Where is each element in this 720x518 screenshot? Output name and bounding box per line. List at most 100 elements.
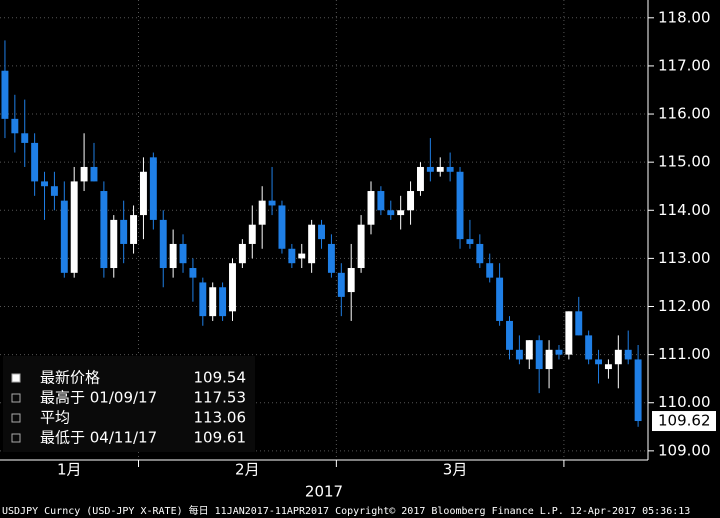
candle-body — [377, 191, 385, 211]
candle-body — [634, 359, 642, 422]
candle-body — [209, 287, 217, 317]
candle-body — [476, 243, 484, 264]
candle-body — [288, 248, 296, 264]
candle-body — [545, 349, 553, 370]
candle-body — [308, 224, 316, 264]
candle-body — [11, 118, 19, 134]
candle-body — [229, 263, 236, 312]
legend-label: 最低于 04/11/17 — [40, 429, 157, 447]
candle-body — [604, 364, 612, 370]
candle-body — [110, 219, 118, 269]
candle-body — [31, 142, 39, 182]
candle-body — [585, 335, 593, 360]
candle-body — [159, 219, 167, 269]
candle-body — [258, 200, 266, 225]
candle-body — [525, 340, 533, 360]
last-price-label: 109.62 — [658, 412, 711, 430]
legend-label: 最新价格 — [40, 369, 100, 387]
candle-body — [100, 191, 108, 269]
candle-body — [426, 166, 434, 172]
candle-body — [179, 243, 187, 264]
candle-body — [189, 268, 197, 278]
candle-body — [50, 186, 58, 196]
candle-body — [139, 171, 147, 216]
candle-body — [466, 239, 474, 244]
footer: USDJPY Curncy (USD-JPY X-RATE) 每日 11JAN2… — [2, 504, 690, 517]
candle-body — [90, 166, 98, 182]
candles — [1, 40, 642, 427]
candle-body — [347, 268, 355, 293]
candle-body — [1, 70, 9, 119]
legend-value: 109.61 — [194, 429, 247, 447]
legend: 最新价格 109.54 最高于 01/09/17 117.53 平均 113.06 最低于 … — [11, 369, 247, 447]
candle-body — [80, 166, 88, 182]
legend-label: 最高于 01/09/17 — [40, 389, 157, 407]
candle-body — [416, 166, 424, 192]
candle-body — [130, 215, 138, 244]
candle-body — [268, 200, 276, 206]
candle-body — [219, 287, 227, 317]
legend-box — [3, 356, 255, 452]
y-tick-label: 113.00 — [658, 249, 711, 267]
y-tick-label: 115.00 — [658, 153, 711, 171]
candle-body — [327, 243, 335, 273]
candle-body — [41, 181, 48, 187]
candle-body — [318, 224, 325, 240]
candle-body — [446, 166, 454, 172]
year-label: 2017 — [305, 483, 343, 501]
candle-body — [555, 349, 563, 355]
candle-body — [248, 224, 256, 244]
y-tick-label: 116.00 — [658, 105, 711, 123]
x-tick-label: 1月 — [57, 461, 82, 479]
candle-body — [367, 191, 375, 225]
legend-icon — [11, 413, 21, 423]
axes: 109.00 110.00 111.00 112.00 113.00 114.00 115.… — [57, 8, 716, 479]
candle-body — [535, 340, 543, 370]
candle-body — [407, 191, 415, 211]
candle-body — [515, 349, 523, 360]
candle-body — [278, 205, 286, 249]
legend-value: 113.06 — [194, 409, 247, 427]
candle-body — [120, 219, 128, 244]
candle-body — [199, 282, 207, 317]
candle-body — [506, 320, 513, 350]
candle-body — [21, 133, 29, 143]
last-price-box — [652, 411, 716, 432]
legend-icon — [11, 433, 21, 443]
candle-body — [149, 157, 157, 220]
y-tick-label: 114.00 — [658, 201, 711, 219]
y-tick-label: 110.00 — [658, 393, 711, 411]
legend-icon — [11, 393, 21, 403]
grid — [0, 0, 648, 460]
candle-body — [436, 166, 444, 172]
y-tick-label: 117.00 — [658, 56, 711, 74]
y-tick-label: 112.00 — [658, 297, 711, 315]
legend-value: 109.54 — [194, 369, 247, 387]
candle-body — [595, 359, 602, 365]
candle-body — [387, 210, 395, 216]
candle-body — [337, 272, 345, 297]
legend-icon — [11, 373, 21, 383]
candle-body — [486, 263, 494, 278]
candle-body — [238, 243, 246, 264]
legend-label: 平均 — [40, 409, 70, 427]
y-tick-label: 111.00 — [658, 345, 711, 363]
x-tick-label: 3月 — [443, 461, 468, 479]
candle-body — [456, 171, 464, 240]
y-tick-label: 109.00 — [658, 441, 711, 459]
candle-body — [357, 224, 365, 269]
candle-body — [575, 311, 583, 336]
candle-body — [565, 311, 573, 355]
candle-body — [60, 200, 68, 273]
candle-body — [614, 349, 622, 365]
candle-body — [397, 210, 405, 216]
candle-body — [169, 243, 177, 269]
candle-body — [70, 181, 78, 273]
candle-body — [496, 277, 504, 321]
candle-body — [298, 253, 306, 259]
y-tick-label: 118.00 — [658, 8, 711, 26]
legend-value: 117.53 — [194, 389, 247, 407]
x-tick-label: 2月 — [235, 461, 260, 479]
candle-body — [624, 349, 632, 360]
